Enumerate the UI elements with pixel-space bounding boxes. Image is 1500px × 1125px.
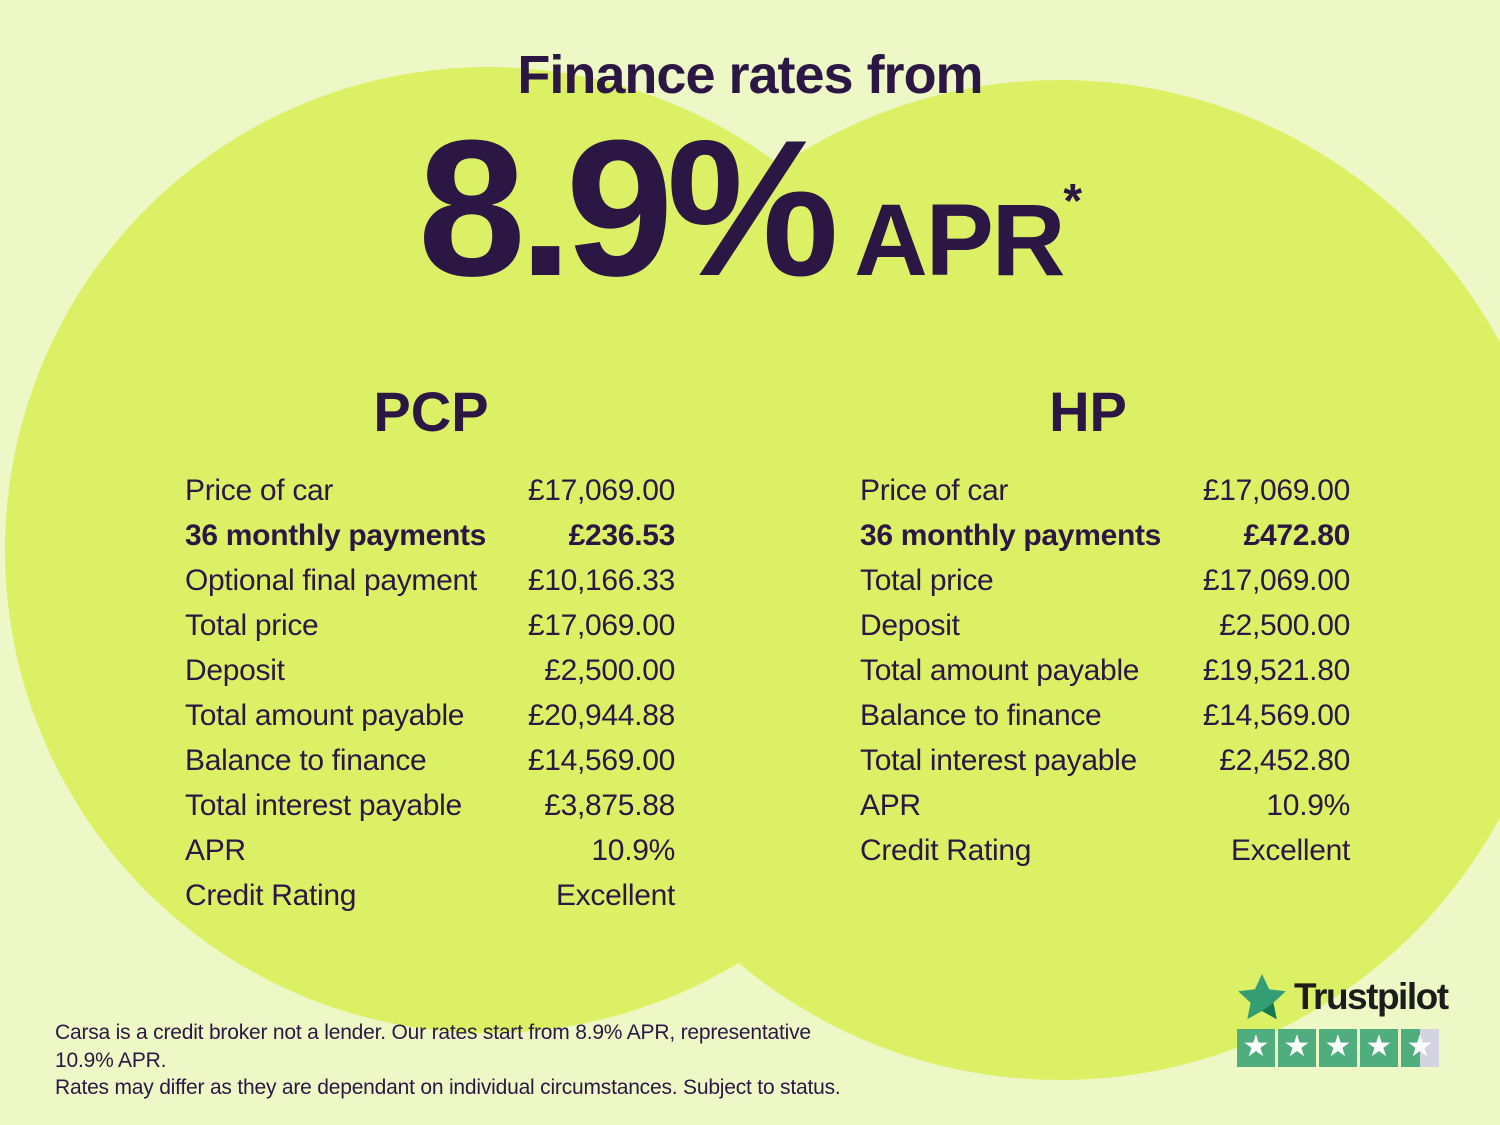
star-icon: ★ (1283, 1029, 1311, 1064)
row-label: Total interest payable (860, 743, 1137, 777)
table-row: Price of car £17,069.00 (860, 468, 1350, 513)
row-value: £3,875.88 (544, 788, 675, 822)
row-value: £472.80 (1243, 518, 1351, 552)
row-value: Excellent (555, 878, 675, 912)
table-row: 36 monthly payments £236.53 (185, 513, 675, 558)
rate-value: 8.9% (417, 100, 839, 317)
row-label: Total price (185, 608, 319, 642)
hp-table: Price of car £17,069.00 36 monthly payme… (860, 468, 1350, 873)
trustpilot-brand-text: Trustpilot (1294, 976, 1449, 1017)
row-label: Total amount payable (185, 698, 465, 732)
trustpilot-star-box: ★ (1319, 1029, 1357, 1067)
row-value: £2,452.80 (1219, 743, 1350, 777)
table-row: Price of car £17,069.00 (185, 468, 675, 513)
row-value: £17,069.00 (1202, 473, 1350, 507)
pcp-column-title: PCP (373, 380, 489, 443)
page-title: Finance rates from (517, 45, 983, 105)
row-value: £17,069.00 (1202, 563, 1350, 597)
table-row: Total price £17,069.00 (185, 603, 675, 648)
star-icon: ★ (1406, 1029, 1434, 1064)
row-value: 10.9% (591, 833, 675, 867)
headline-rate: 8.9% APR* (0, 112, 1500, 306)
table-row: Total interest payable £2,452.80 (860, 738, 1350, 783)
star-icon: ★ (1365, 1029, 1393, 1064)
table-row: Total amount payable £20,944.88 (185, 693, 675, 738)
row-label: Total interest payable (185, 788, 462, 822)
table-row: Total interest payable £3,875.88 (185, 783, 675, 828)
row-value: £2,500.00 (1219, 608, 1350, 642)
row-label: APR (860, 788, 921, 822)
rate-asterisk: * (1063, 175, 1083, 228)
row-value: £14,569.00 (1202, 698, 1350, 732)
star-icon: ★ (1242, 1029, 1270, 1064)
row-value: £20,944.88 (527, 698, 675, 732)
row-label: APR (185, 833, 246, 867)
hp-column-title: HP (1049, 380, 1127, 443)
row-label: 36 monthly payments (185, 518, 487, 552)
pcp-table: Price of car £17,069.00 36 monthly payme… (185, 468, 675, 918)
star-icon: ★ (1324, 1029, 1352, 1064)
row-value: £14,569.00 (527, 743, 675, 777)
trustpilot-star-icon (1238, 974, 1286, 1020)
row-value: £236.53 (568, 518, 676, 552)
table-row: 36 monthly payments £472.80 (860, 513, 1350, 558)
row-label: Total amount payable (860, 653, 1140, 687)
row-label: Price of car (185, 473, 334, 507)
trustpilot-star-box: ★ (1237, 1029, 1275, 1067)
row-value: £10,166.33 (527, 563, 675, 597)
row-label: Deposit (860, 608, 960, 642)
background-circle-right (560, 80, 1500, 1080)
rate-unit-label: APR (854, 183, 1065, 297)
trustpilot-star-box: ★ (1360, 1029, 1398, 1067)
row-value: £17,069.00 (527, 608, 675, 642)
table-row: Optional final payment £10,166.33 (185, 558, 675, 603)
table-row: Total price £17,069.00 (860, 558, 1350, 603)
table-row: Credit Rating Excellent (185, 873, 675, 918)
trustpilot-logo: Trustpilot (1237, 972, 1449, 1022)
disclaimer-line-1: Carsa is a credit broker not a lender. O… (55, 1021, 811, 1072)
rate-unit: APR* (854, 175, 1083, 292)
row-value: 10.9% (1266, 788, 1350, 822)
row-label: 36 monthly payments (860, 518, 1162, 552)
table-row: Deposit £2,500.00 (185, 648, 675, 693)
row-label: Balance to finance (860, 698, 1102, 732)
disclaimer-line-2: Rates may differ as they are dependant o… (55, 1076, 841, 1099)
row-label: Credit Rating (860, 833, 1032, 867)
row-value: Excellent (1230, 833, 1350, 867)
table-row: APR 10.9% (185, 828, 675, 873)
row-value: £2,500.00 (544, 653, 675, 687)
trustpilot-rating-stars: ★ ★ ★ ★ ★ (1237, 1029, 1448, 1067)
table-row: Total amount payable £19,521.80 (860, 648, 1350, 693)
row-label: Credit Rating (185, 878, 357, 912)
disclaimer-text: Carsa is a credit broker not a lender. O… (55, 1019, 875, 1102)
row-label: Price of car (860, 473, 1009, 507)
table-row: Balance to finance £14,569.00 (860, 693, 1350, 738)
table-row: Balance to finance £14,569.00 (185, 738, 675, 783)
row-label: Balance to finance (185, 743, 427, 777)
row-label: Deposit (185, 653, 285, 687)
table-row: Deposit £2,500.00 (860, 603, 1350, 648)
table-row: APR 10.9% (860, 783, 1350, 828)
trustpilot-star-box: ★ (1278, 1029, 1316, 1067)
row-label: Optional final payment (185, 563, 477, 597)
row-label: Total price (860, 563, 994, 597)
trustpilot-badge: Trustpilot ★ ★ ★ ★ ★ (1237, 972, 1449, 1067)
row-value: £17,069.00 (527, 473, 675, 507)
trustpilot-star-box: ★ (1401, 1029, 1439, 1067)
row-value: £19,521.80 (1202, 653, 1350, 687)
table-row: Credit Rating Excellent (860, 828, 1350, 873)
